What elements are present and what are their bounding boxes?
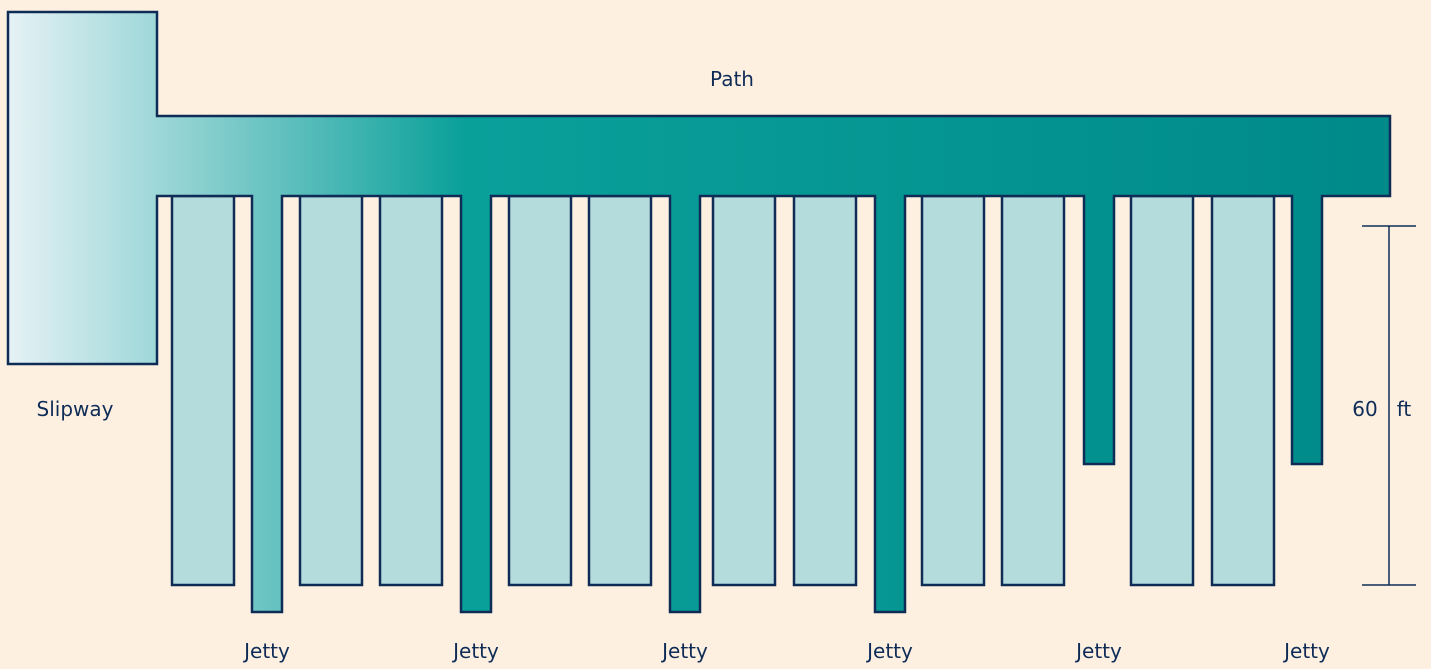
berth xyxy=(587,194,653,587)
berth xyxy=(1129,194,1195,587)
jetty-label: Jetty xyxy=(1282,639,1330,663)
berth xyxy=(1210,194,1276,587)
berth xyxy=(507,194,573,587)
berth xyxy=(920,194,986,587)
berth xyxy=(298,194,364,587)
berth xyxy=(378,194,444,587)
dimension-unit: ft xyxy=(1397,397,1412,421)
jetty-label: Jetty xyxy=(451,639,499,663)
dimension-value: 60 xyxy=(1352,397,1377,421)
dimension-marker xyxy=(1362,225,1416,586)
jetty-label: Jetty xyxy=(865,639,913,663)
berth xyxy=(792,194,858,587)
berth xyxy=(711,194,777,587)
path-label: Path xyxy=(710,67,754,91)
slipway-label: Slipway xyxy=(37,397,114,421)
slipway-path-jetty-structure xyxy=(6,10,1392,614)
berth xyxy=(1000,194,1066,587)
jetty-label: Jetty xyxy=(660,639,708,663)
jetty-label: Jetty xyxy=(1074,639,1122,663)
berth xyxy=(170,194,236,587)
jetty-label: Jetty xyxy=(242,639,290,663)
